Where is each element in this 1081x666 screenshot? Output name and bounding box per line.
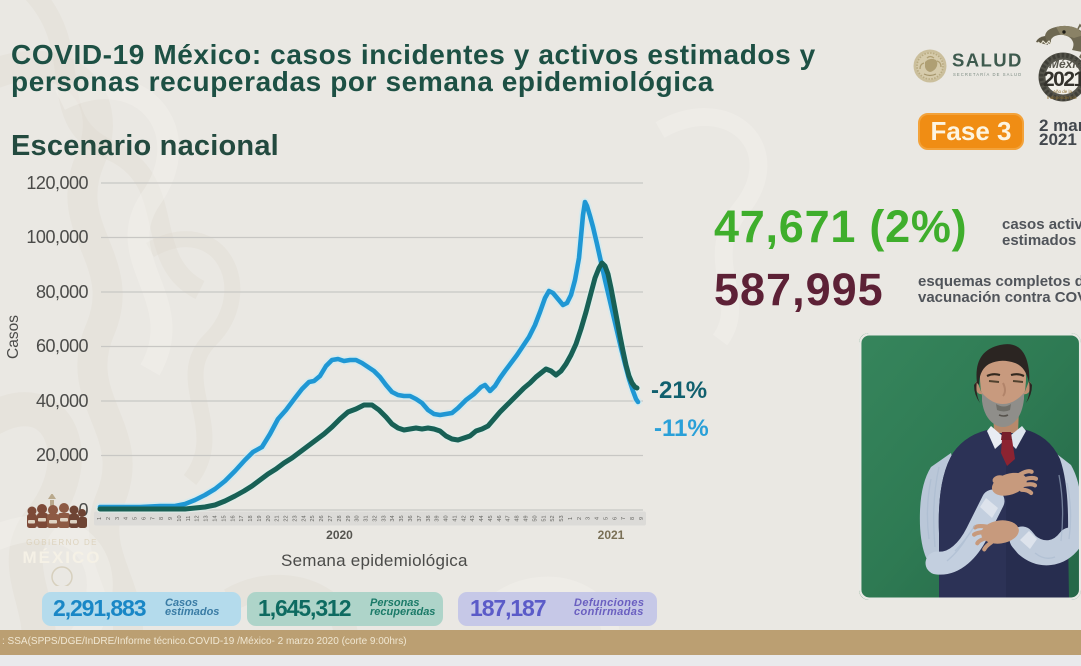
svg-text:Año de la: Año de la <box>1053 89 1073 94</box>
svg-text:11: 11 <box>186 516 192 522</box>
svg-text:5: 5 <box>604 517 610 520</box>
svg-text:32: 32 <box>372 515 378 521</box>
svg-text:44: 44 <box>479 515 485 521</box>
svg-text:18: 18 <box>248 515 254 521</box>
svg-text:8: 8 <box>630 517 636 520</box>
svg-text:14: 14 <box>213 515 219 521</box>
svg-text:4: 4 <box>595 517 601 520</box>
svg-text:9: 9 <box>168 517 174 520</box>
svg-text:53: 53 <box>559 515 565 521</box>
svg-text:1: 1 <box>568 517 574 520</box>
svg-text:41: 41 <box>452 515 458 521</box>
svg-text:15: 15 <box>221 515 227 521</box>
svg-text:29: 29 <box>346 515 352 521</box>
svg-text:30: 30 <box>355 515 361 521</box>
svg-text:50: 50 <box>532 515 538 521</box>
svg-text:Méxic: Méxic <box>1049 57 1081 71</box>
svg-text:28: 28 <box>337 515 343 521</box>
svg-text:27: 27 <box>328 515 334 521</box>
svg-text:Independencia: Independencia <box>1047 95 1077 100</box>
svg-text:49: 49 <box>524 515 530 521</box>
svg-text:3: 3 <box>586 517 592 520</box>
svg-text:13: 13 <box>204 515 210 521</box>
svg-text:24: 24 <box>301 515 307 521</box>
svg-text:37: 37 <box>417 515 423 521</box>
svg-text:16: 16 <box>230 515 236 521</box>
svg-text:33: 33 <box>381 515 387 521</box>
svg-text:48: 48 <box>515 515 521 521</box>
svg-text:39: 39 <box>435 515 441 521</box>
svg-text:12: 12 <box>195 515 201 521</box>
svg-text:51: 51 <box>541 515 547 521</box>
svg-text:10: 10 <box>177 515 183 521</box>
svg-text:19: 19 <box>257 515 263 521</box>
svg-text:2021: 2021 <box>1043 68 1081 91</box>
svg-text:SALUD: SALUD <box>952 50 1023 71</box>
svg-text:34: 34 <box>390 515 396 521</box>
svg-text:2: 2 <box>106 517 112 520</box>
svg-text:31: 31 <box>364 515 370 521</box>
svg-text:52: 52 <box>550 515 556 521</box>
svg-text:20: 20 <box>266 515 272 521</box>
svg-text:MÉXICO: MÉXICO <box>22 548 101 567</box>
svg-text:3: 3 <box>115 517 121 520</box>
svg-text:4: 4 <box>124 517 130 520</box>
svg-text:22: 22 <box>284 515 290 521</box>
svg-text:21: 21 <box>275 515 281 521</box>
svg-text:6: 6 <box>141 517 147 520</box>
svg-text:6: 6 <box>612 517 618 520</box>
svg-text:9: 9 <box>639 517 645 520</box>
svg-text:40: 40 <box>444 515 450 521</box>
svg-text:47: 47 <box>506 515 512 521</box>
svg-text:2: 2 <box>577 517 583 520</box>
svg-text:42: 42 <box>461 515 467 521</box>
svg-text:26: 26 <box>319 515 325 521</box>
svg-text:8: 8 <box>159 517 165 520</box>
svg-text:7: 7 <box>150 517 156 520</box>
svg-text:17: 17 <box>239 515 245 521</box>
svg-text:25: 25 <box>310 515 316 521</box>
svg-text:SECRETARÍA DE SALUD: SECRETARÍA DE SALUD <box>953 72 1022 77</box>
svg-text:38: 38 <box>426 515 432 521</box>
svg-text:5: 5 <box>133 517 139 520</box>
svg-text:GOBIERNO DE: GOBIERNO DE <box>26 538 98 547</box>
svg-text:46: 46 <box>497 515 503 521</box>
svg-text:43: 43 <box>470 515 476 521</box>
svg-text:1: 1 <box>97 517 103 520</box>
svg-text:36: 36 <box>408 515 414 521</box>
svg-text:35: 35 <box>399 515 405 521</box>
svg-text:45: 45 <box>488 515 494 521</box>
svg-text:7: 7 <box>621 517 627 520</box>
svg-text:23: 23 <box>293 515 299 521</box>
